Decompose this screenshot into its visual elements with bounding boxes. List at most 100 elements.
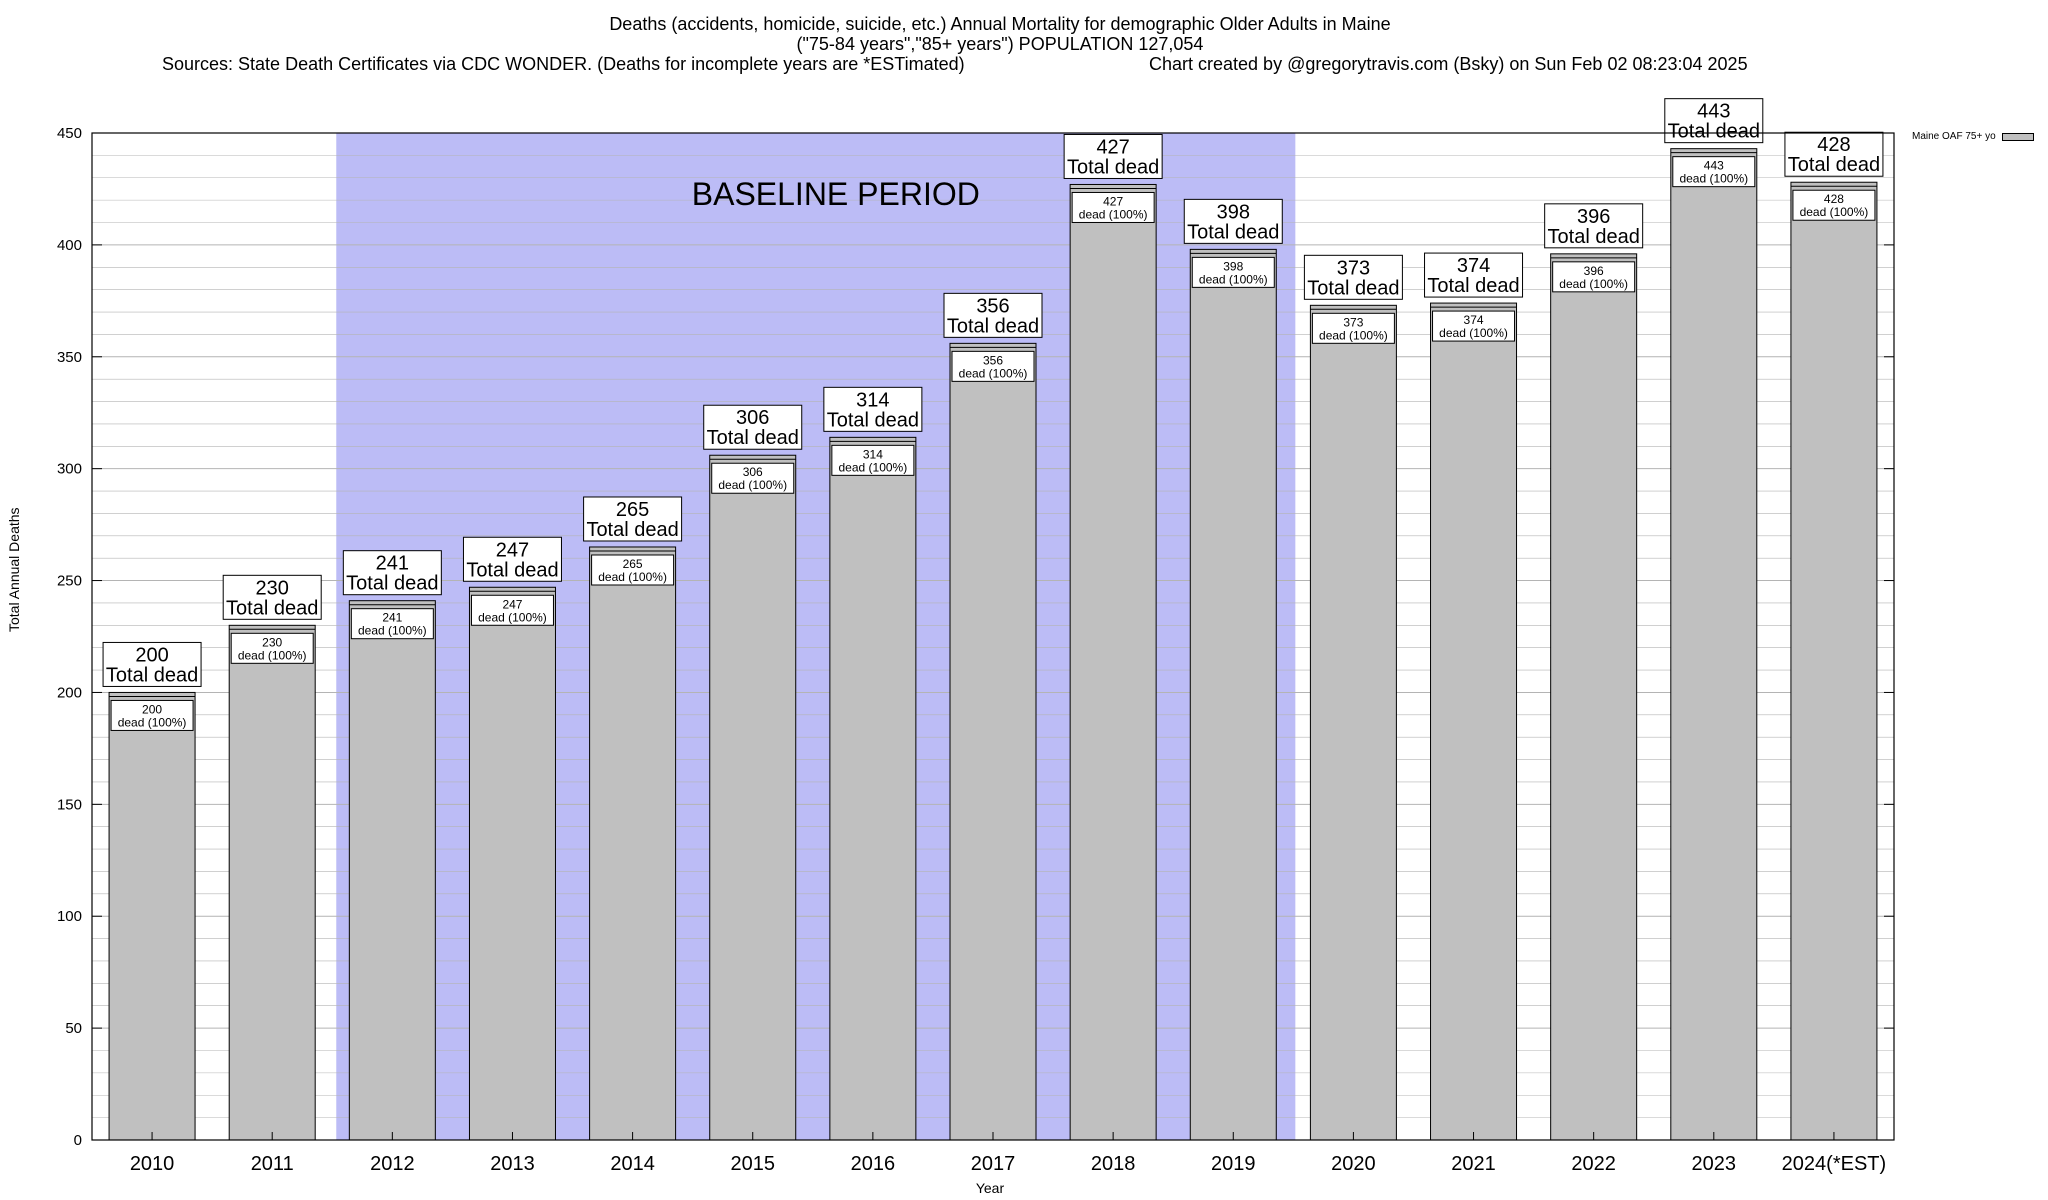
bar-total-value: 443 (1697, 101, 1730, 123)
bar-total-label: Total dead (1187, 221, 1279, 243)
x-tick-label: 2011 (251, 1153, 294, 1175)
baseline-label: BASELINE PERIOD (692, 176, 980, 212)
bar-inner-value: 373 (1343, 315, 1363, 329)
bar (1430, 302, 1518, 1141)
bar (829, 436, 917, 1141)
bar-total-label: Total dead (1427, 275, 1519, 297)
bar-total-label-box (1183, 198, 1283, 244)
bar-inner-label: dead (100%) (358, 624, 427, 638)
y-tick-label: 450 (57, 125, 82, 142)
bar-inner-label-box (1792, 189, 1876, 221)
bar-total-label-box (1664, 98, 1764, 144)
bar-total-value: 314 (856, 389, 889, 411)
bar-inner-label-box (1672, 156, 1756, 188)
bar (1670, 148, 1758, 1141)
title-line-2: ("75-84 years","85+ years") POPULATION 1… (796, 34, 1204, 54)
bar-total-label-box (1303, 254, 1403, 300)
bar-inner-value: 398 (1223, 259, 1243, 273)
bar-total-label: Total dead (586, 519, 678, 541)
bar-inner-label: dead (100%) (1199, 272, 1268, 286)
x-tick-label: 2023 (1692, 1153, 1737, 1175)
bar-inner-label-box (1552, 261, 1636, 293)
bar-total-value: 356 (976, 295, 1009, 317)
bar-total-label: Total dead (1668, 121, 1760, 143)
x-tick-label: 2013 (490, 1153, 535, 1175)
bar (348, 600, 436, 1141)
bar-total-label-box (462, 536, 562, 582)
bar-total-label-box (1424, 252, 1524, 298)
bar-inner-label-box (350, 608, 434, 640)
bar-total-value: 306 (736, 407, 769, 429)
bar-total-label: Total dead (827, 409, 919, 431)
bar-total-label: Total dead (707, 427, 799, 449)
bar (468, 586, 556, 1141)
bar-inner-label-box (831, 444, 915, 476)
y-tick-label: 100 (57, 908, 82, 925)
bar-total-label-box (703, 404, 803, 450)
bar-total-label-box (222, 574, 322, 620)
bar-inner-label: dead (100%) (1800, 205, 1869, 219)
bar-inner-label: dead (100%) (718, 478, 787, 492)
title-line-1: Deaths (accidents, homicide, suicide, et… (609, 14, 1391, 34)
x-tick-label: 2018 (1091, 1153, 1136, 1175)
bar-inner-label-box (470, 594, 554, 626)
bar-inner-value: 427 (1103, 194, 1123, 208)
bar-inner-value: 306 (743, 465, 763, 479)
bar-inner-value: 443 (1704, 159, 1724, 173)
bar-inner-value: 265 (623, 557, 643, 571)
y-axis-label: Total Annual Deaths (6, 507, 22, 632)
bar (1069, 183, 1157, 1141)
bar-total-value: 247 (496, 539, 529, 561)
bar-inner-label-box (711, 462, 795, 494)
bar-inner-label: dead (100%) (1559, 277, 1628, 291)
bar-total-value: 428 (1817, 134, 1850, 156)
bar (949, 342, 1037, 1141)
bar-total-value: 230 (256, 577, 289, 599)
y-tick-label: 400 (57, 237, 82, 254)
bar-inner-label-box (591, 554, 675, 586)
bar-inner-value: 314 (863, 447, 883, 461)
bar-total-label: Total dead (1548, 226, 1640, 248)
x-tick-label: 2024(*EST) (1782, 1153, 1887, 1175)
bar-total-label-box (1544, 203, 1644, 249)
bar-total-label: Total dead (226, 597, 318, 619)
x-tick-label: 2017 (971, 1153, 1016, 1175)
bar-inner-label: dead (100%) (1319, 328, 1388, 342)
bar (709, 454, 797, 1141)
x-tick-label: 2015 (730, 1153, 775, 1175)
bar-total-label-box (342, 550, 442, 596)
bar-inner-value: 247 (502, 597, 522, 611)
bar-total-label-box (583, 496, 683, 542)
bar (1189, 248, 1277, 1141)
bar-total-label-box (102, 641, 202, 687)
x-tick-label: 2022 (1571, 1153, 1616, 1175)
y-tick-label: 300 (57, 461, 82, 478)
bar-inner-value: 230 (262, 635, 282, 649)
bar-inner-label: dead (100%) (1679, 172, 1748, 186)
bar (228, 624, 316, 1141)
bar-total-label: Total dead (1788, 154, 1880, 176)
bar-total-label: Total dead (346, 573, 438, 595)
bar-total-value: 396 (1577, 206, 1610, 228)
bar-inner-label-box (1311, 312, 1395, 344)
bar-total-label-box (1063, 133, 1163, 179)
y-tick-label: 350 (57, 349, 82, 366)
bar-inner-value: 374 (1464, 313, 1484, 327)
bar-inner-label-box (951, 350, 1035, 382)
y-tick-label: 0 (74, 1132, 82, 1149)
bar-inner-label-box (110, 699, 194, 731)
bar-total-label: Total dead (466, 559, 558, 581)
bar-inner-value: 241 (382, 611, 402, 625)
bar-inner-label: dead (100%) (959, 366, 1028, 380)
bar (108, 691, 196, 1141)
bar-total-label: Total dead (1067, 156, 1159, 178)
bar-inner-label: dead (100%) (598, 570, 667, 584)
y-tick-label: 200 (57, 684, 82, 701)
legend: Maine OAF 75+ yo (1912, 131, 2034, 142)
bar-inner-value: 200 (142, 702, 162, 716)
bar-total-label-box (943, 292, 1043, 338)
bar-total-value: 398 (1217, 201, 1250, 223)
bar (1790, 181, 1878, 1141)
bar-inner-label: dead (100%) (1079, 207, 1148, 221)
bar-inner-label-box (1071, 191, 1155, 223)
